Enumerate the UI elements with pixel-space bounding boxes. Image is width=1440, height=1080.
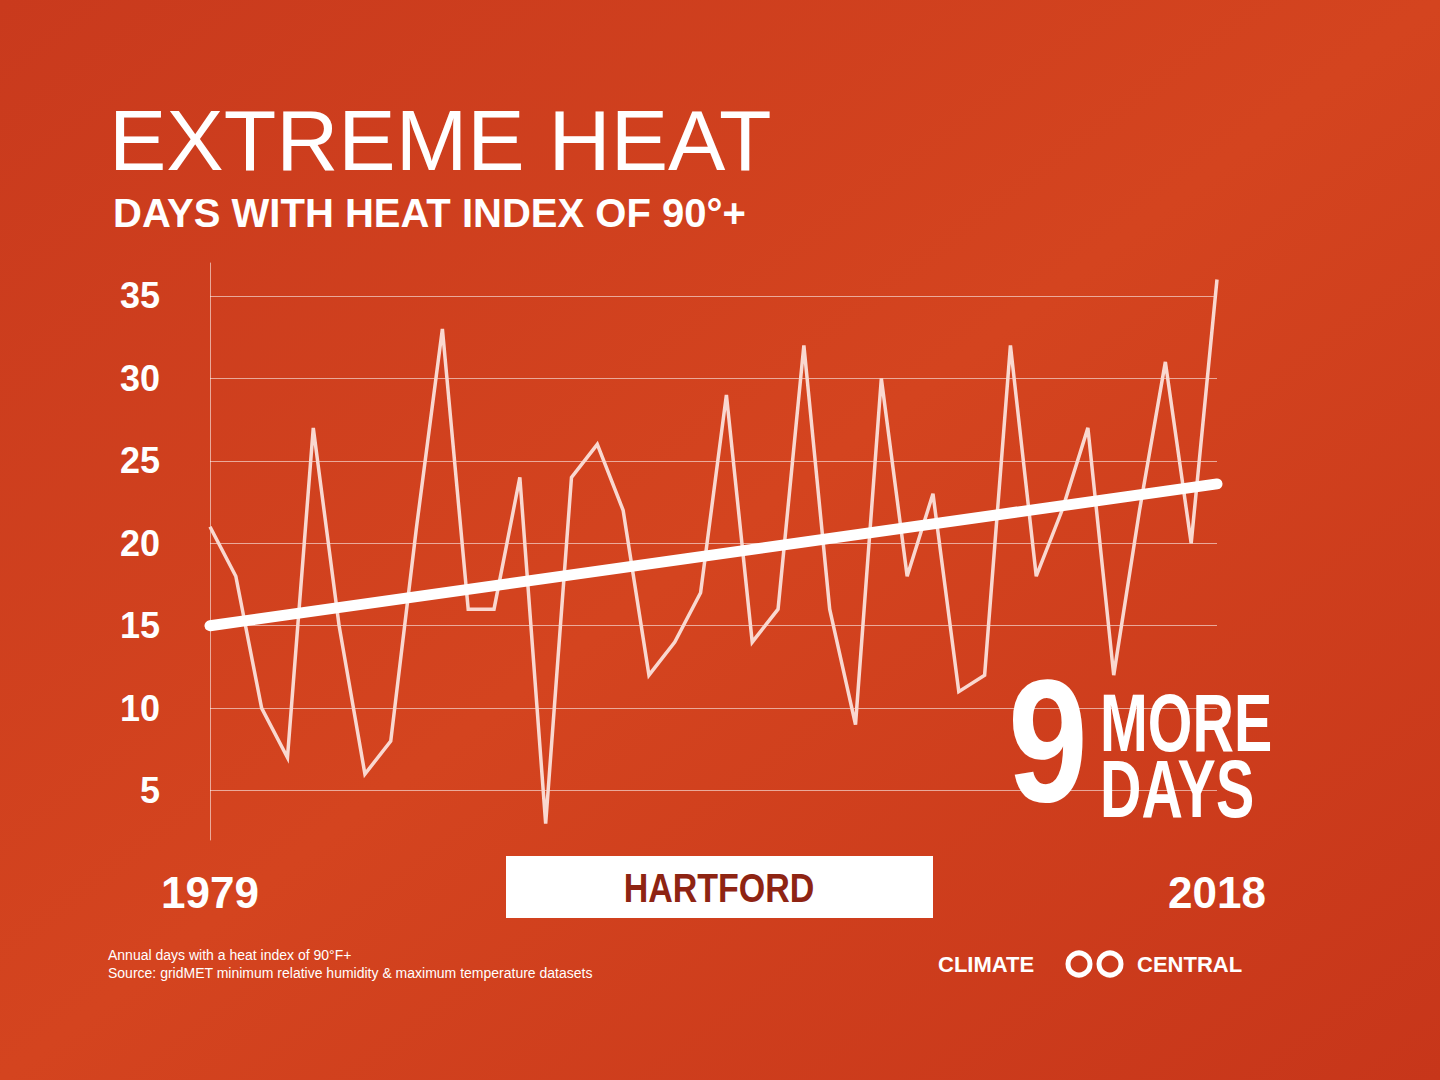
svg-text:1979: 1979 <box>161 868 259 917</box>
svg-text:DAYS: DAYS <box>1100 743 1254 835</box>
svg-text:MORE: MORE <box>1100 677 1273 769</box>
svg-text:35: 35 <box>120 275 160 316</box>
svg-text:CLIMATE: CLIMATE <box>938 952 1034 977</box>
svg-text:2018: 2018 <box>1168 868 1266 917</box>
svg-text:CENTRAL: CENTRAL <box>1137 952 1242 977</box>
svg-text:5: 5 <box>140 770 160 811</box>
svg-text:Source: gridMET minimum relati: Source: gridMET minimum relative humidit… <box>108 965 592 981</box>
svg-text:20: 20 <box>120 523 160 564</box>
svg-text:25: 25 <box>120 440 160 481</box>
svg-text:DAYS WITH HEAT INDEX OF 90°+: DAYS WITH HEAT INDEX OF 90°+ <box>113 191 746 235</box>
svg-text:10: 10 <box>120 688 160 729</box>
svg-text:9: 9 <box>1008 643 1088 839</box>
svg-text:Annual days with a heat index: Annual days with a heat index of 90°F+ <box>108 947 351 963</box>
svg-text:HARTFORD: HARTFORD <box>624 865 815 910</box>
svg-text:30: 30 <box>120 358 160 399</box>
svg-text:EXTREME HEAT: EXTREME HEAT <box>109 92 772 188</box>
svg-text:15: 15 <box>120 605 160 646</box>
